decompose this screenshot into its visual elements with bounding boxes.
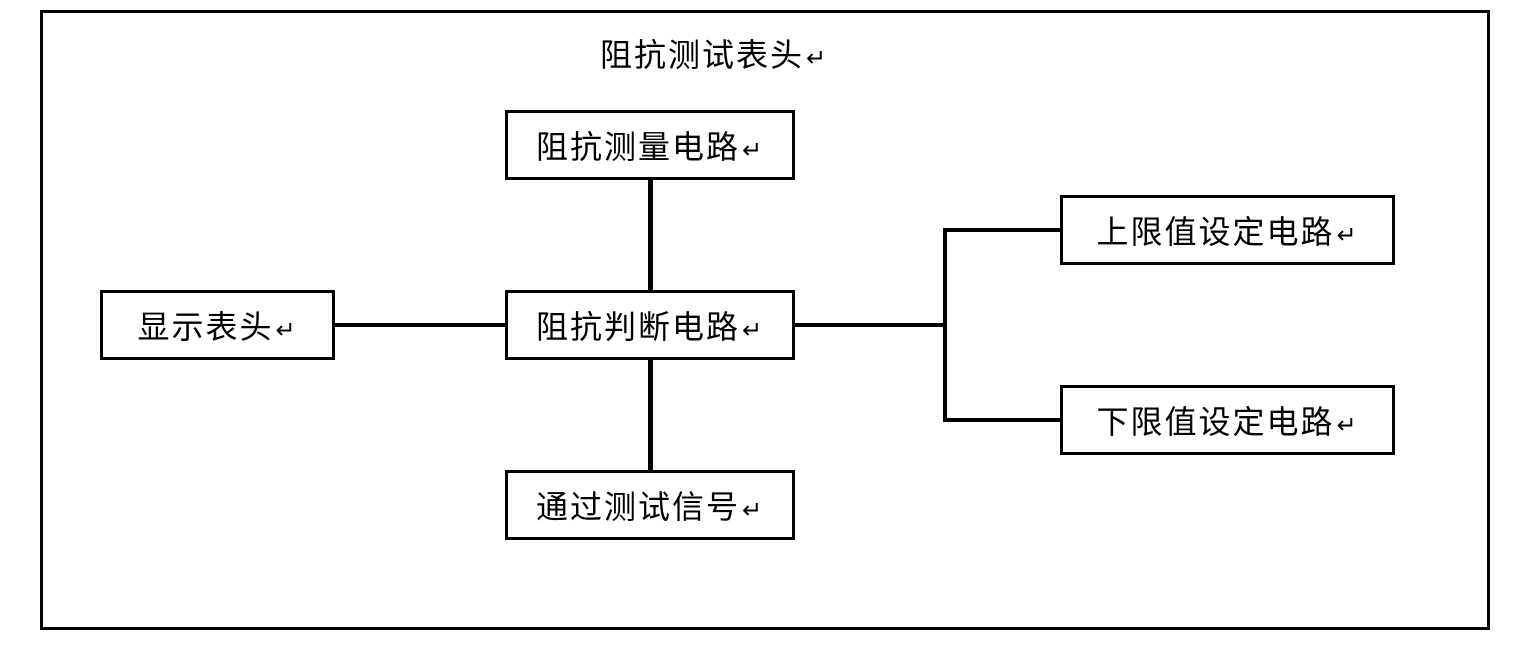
- return-mark-upper-limit: ↵: [1336, 223, 1358, 249]
- edge-judge-to-bracket-h: [795, 323, 945, 327]
- title-return-mark: ↵: [806, 46, 828, 72]
- node-pass-signal: 通过测试信号↵: [505, 470, 795, 540]
- edge-judge-to-pass: [648, 360, 653, 470]
- return-mark-measure-circuit: ↵: [742, 138, 764, 164]
- node-label-pass-signal: 通过测试信号↵: [536, 482, 764, 528]
- node-label-judge-circuit: 阻抗判断电路↵: [536, 302, 764, 348]
- node-judge-circuit: 阻抗判断电路↵: [505, 290, 795, 360]
- node-label-display-head: 显示表头↵: [137, 302, 297, 348]
- node-measure-circuit: 阻抗测量电路↵: [505, 110, 795, 180]
- edge-display-to-judge: [335, 323, 505, 327]
- return-mark-lower-limit: ↵: [1336, 413, 1358, 439]
- return-mark-pass-signal: ↵: [742, 498, 764, 524]
- diagram-title: 阻抗测试表头↵: [600, 30, 828, 76]
- edge-bracket-vertical: [943, 228, 947, 422]
- title-text: 阻抗测试表头: [600, 37, 804, 73]
- return-mark-display-head: ↵: [275, 318, 297, 344]
- node-display-head: 显示表头↵: [100, 290, 335, 360]
- node-label-upper-limit: 上限值设定电路↵: [1096, 207, 1358, 253]
- node-label-measure-circuit: 阻抗测量电路↵: [536, 122, 764, 168]
- node-lower-limit: 下限值设定电路↵: [1060, 385, 1395, 455]
- edge-measure-to-judge: [648, 180, 653, 290]
- edge-bracket-to-lower: [945, 418, 1060, 422]
- edge-bracket-to-upper: [945, 228, 1060, 232]
- node-label-lower-limit: 下限值设定电路↵: [1096, 397, 1358, 443]
- return-mark-judge-circuit: ↵: [742, 318, 764, 344]
- node-upper-limit: 上限值设定电路↵: [1060, 195, 1395, 265]
